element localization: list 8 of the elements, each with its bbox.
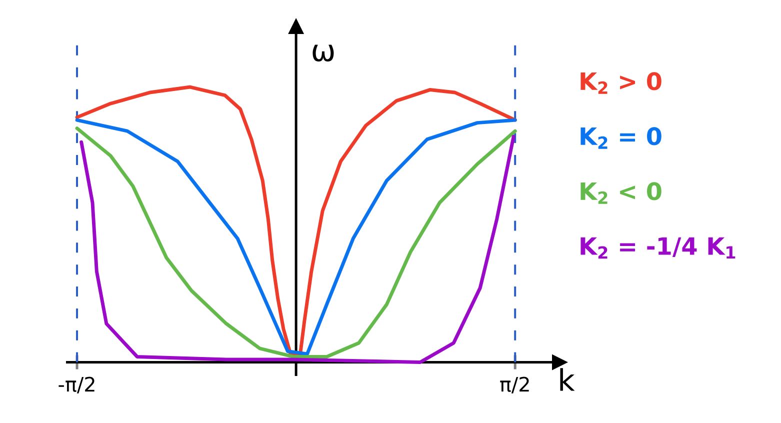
x-tick-label: -π/2 — [58, 376, 94, 394]
text: K$_{2}$ < 0 — [580, 182, 662, 204]
text: K$_{2}$ = -1/4 K$_{1}$ — [580, 237, 736, 259]
text: K$_{2}$ = 0 — [580, 127, 662, 149]
x-tick-label: π/2 — [500, 376, 529, 394]
y-axis-title: ω — [312, 44, 334, 62]
x-axis-title: k — [560, 368, 575, 391]
text: K$_{2}$ > 0 — [580, 72, 662, 94]
